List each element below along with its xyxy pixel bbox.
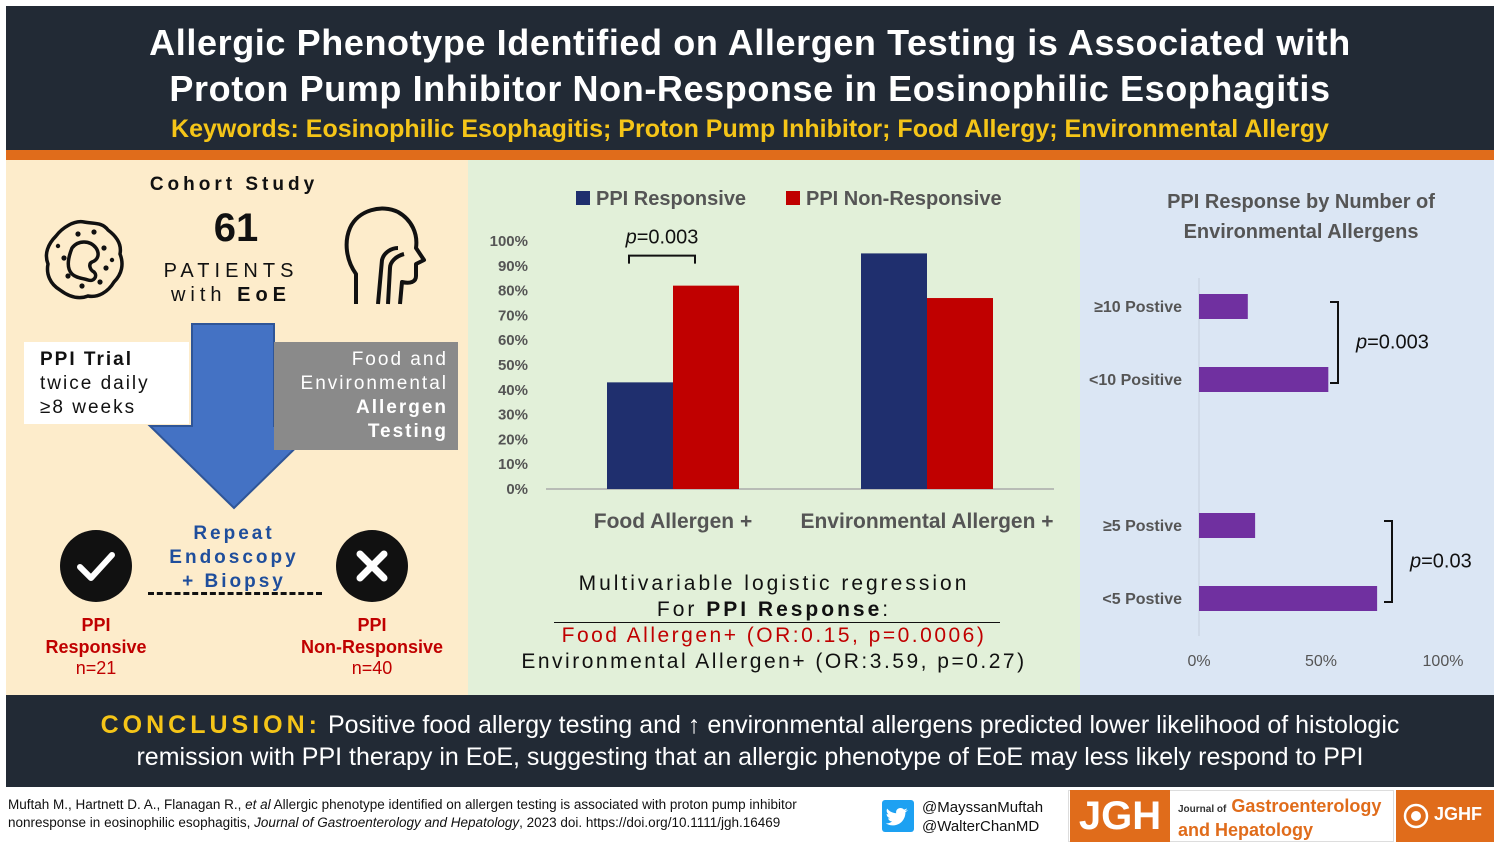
journal-name: Journal of Gastroenterology and Hepatolo… — [1178, 796, 1382, 840]
responsive-count: n=21 — [75, 658, 117, 678]
chart-legend: PPI Responsive PPI Non-Responsive — [576, 188, 1002, 210]
jghf-text: JGHF — [1434, 804, 1483, 824]
category-label: ≥10 Postive — [1094, 299, 1182, 316]
category-label: ≥5 Postive — [1103, 518, 1182, 535]
p-value-label: p=0.003 — [625, 227, 699, 249]
chart-axes: ≥10 Postive <10 Positive ≥5 Postive <5 Post… — [1089, 278, 1463, 670]
p-bracket-1 — [1384, 520, 1393, 603]
y-tick-label: 10% — [498, 456, 528, 473]
cohort-title: Cohort Study — [149, 174, 319, 195]
esophagus-head-icon — [344, 206, 426, 305]
y-tick-label: 20% — [498, 431, 528, 448]
bar-0-1 — [673, 285, 739, 489]
legend-swatch-0 — [576, 191, 590, 205]
jghf-badge: JGHF — [1396, 790, 1494, 842]
check-icon — [60, 530, 132, 602]
x-tick-label: 100% — [1423, 653, 1464, 670]
legend-label-1: PPI Non-Responsive — [806, 188, 1002, 210]
regression-title: Multivariable logistic regression — [578, 572, 970, 595]
y-tick-label: 60% — [498, 332, 528, 349]
horizontal-bar-chart: PPI Response by Number of Environmental A… — [1089, 191, 1472, 670]
regression-food-result: Food Allergen+ (OR:0.15, p=0.0006) — [561, 624, 987, 647]
repeat-endoscopy-label: Repeat Endoscopy + Biopsy — [169, 523, 299, 592]
x-icon — [336, 530, 408, 602]
responsive-label: PPI Responsive — [45, 615, 147, 657]
chart-title: PPI Response by Number of Environmental A… — [1167, 191, 1435, 243]
eosinophil-cell-icon — [44, 219, 124, 300]
bar-1-1 — [927, 298, 993, 489]
cohort-panel: Cohort Study 61 PATIENTS with EoE PPI Tr… — [6, 160, 468, 695]
title-line-2: Proton Pump Inhibitor Non-Response in Eo… — [169, 68, 1331, 109]
y-tick-label: 100% — [490, 233, 528, 250]
keywords: Keywords: Eosinophilic Esophagitis; Prot… — [171, 115, 1329, 143]
conclusion-line-1: CONCLUSION: Positive food allergy testin… — [100, 711, 1400, 739]
y-tick-label: 80% — [498, 283, 528, 300]
patients-label: PATIENTS — [163, 260, 299, 282]
twitter-handles: @MayssanMuftah @WalterChanMD — [922, 798, 1043, 836]
category-label: <5 Postive — [1102, 591, 1182, 608]
p-value-label-1: p=0.03 — [1409, 551, 1472, 573]
process-arrow-icon — [147, 323, 321, 510]
conclusion-banner: CONCLUSION: Positive food allergy testin… — [6, 695, 1494, 787]
dashed-divider — [148, 592, 322, 595]
legend-label-0: PPI Responsive — [596, 188, 746, 210]
nonresponsive-count: n=40 — [351, 658, 393, 678]
bar-chart-panel: PPI Responsive PPI Non-Responsive 0% 10% 20… — [468, 160, 1080, 695]
y-tick-label: 0% — [506, 481, 528, 498]
jghf-emblem-icon — [1403, 803, 1429, 829]
category-label: <10 Positive — [1089, 372, 1182, 389]
allergen-testing-box: Food and Environmental Allergen Testing — [274, 342, 458, 450]
horizontal-chart-panel: PPI Response by Number of Environmental A… — [1080, 160, 1494, 695]
x-tick-label: 50% — [1305, 653, 1337, 670]
x-tick-label: Environmental Allergen + — [800, 510, 1053, 533]
conclusion-line-2: remission with PPI therapy in EoE, sugge… — [136, 743, 1364, 771]
y-tick-label: 30% — [498, 407, 528, 424]
chart-title-line-1: PPI Response by Number of — [1167, 191, 1435, 213]
citation: Muftah M., Hartnett D. A., Flanagan R., … — [8, 797, 797, 830]
chart-annotations: p=0.003 p=0.03 — [1330, 301, 1472, 603]
y-tick-label: 90% — [498, 258, 528, 275]
ppi-trial-box: PPI Trial twice daily ≥8 weeks — [24, 342, 189, 424]
chart-annotation: p=0.003 — [625, 227, 699, 264]
hbar-1 — [1199, 367, 1329, 392]
regression-subtitle: For PPI Response: — [656, 598, 892, 621]
y-tick-label: 40% — [498, 382, 528, 399]
jgh-logo-mark: JGH — [1070, 790, 1170, 842]
chart-title-line-2: Environmental Allergens — [1184, 221, 1419, 243]
twitter-bird-icon[interactable] — [882, 800, 914, 832]
bar-1-0 — [861, 253, 927, 489]
p-value-label-0: p=0.003 — [1355, 332, 1429, 354]
p-bracket-0 — [1330, 301, 1339, 384]
bar-0-0 — [607, 382, 673, 489]
nonresponsive-label: PPI Non-Responsive — [300, 615, 444, 657]
page-title: Allergic Phenotype Identified on Allerge… — [6, 20, 1494, 112]
y-tick-label: 70% — [498, 307, 528, 324]
legend-swatch-1 — [786, 191, 800, 205]
patients-count: 61 — [213, 206, 259, 250]
chart-bars — [1199, 294, 1378, 611]
header-banner: Allergic Phenotype Identified on Allerge… — [6, 6, 1494, 150]
bar-chart: PPI Responsive PPI Non-Responsive 0% 10% 20… — [490, 188, 1054, 533]
handle-2[interactable]: @WalterChanMD — [922, 818, 1040, 835]
x-tick-label: 0% — [1187, 653, 1210, 670]
regression-underline — [554, 622, 1000, 623]
p-bracket — [628, 254, 696, 264]
conclusion-label: CONCLUSION: — [100, 711, 321, 739]
y-tick-label: 50% — [498, 357, 528, 374]
regression-env-result: Environmental Allergen+ (OR:3.59, p=0.27… — [521, 650, 1027, 673]
header-divider — [6, 150, 1494, 160]
hbar-0 — [1199, 294, 1248, 319]
chart-bars — [607, 253, 993, 489]
hbar-3 — [1199, 586, 1378, 611]
title-line-1: Allergic Phenotype Identified on Allerge… — [149, 22, 1351, 63]
x-tick-label: Food Allergen + — [594, 510, 752, 533]
patients-with-eoe: with EoE — [170, 284, 292, 306]
hbar-2 — [1199, 513, 1256, 538]
handle-1[interactable]: @MayssanMuftah — [922, 799, 1044, 816]
